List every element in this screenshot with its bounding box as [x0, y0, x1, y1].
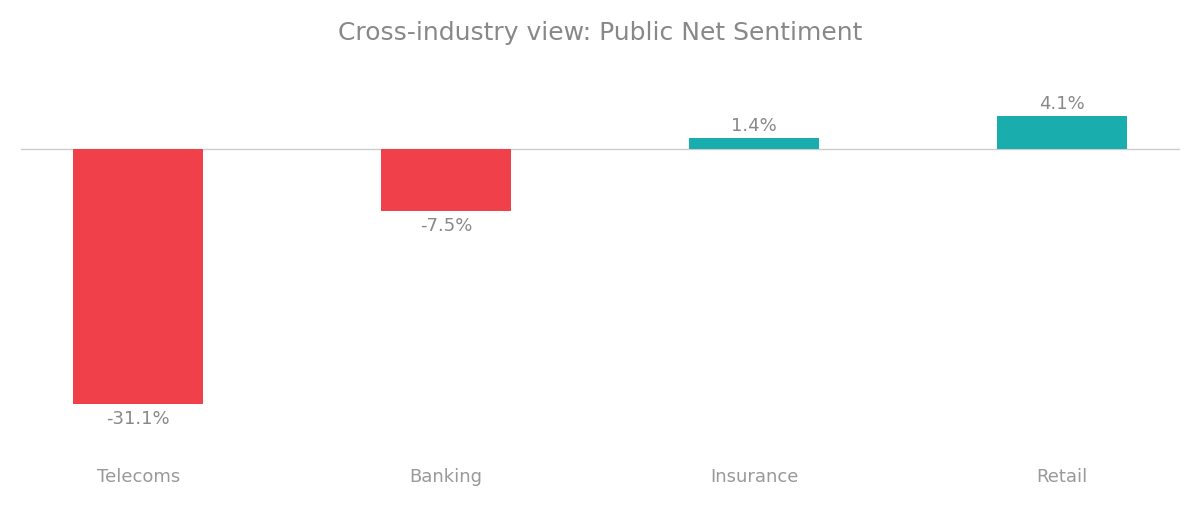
Text: Banking: Banking — [409, 468, 482, 486]
Text: Insurance: Insurance — [709, 468, 798, 486]
Bar — [73, 150, 203, 404]
Text: 4.1%: 4.1% — [1039, 95, 1085, 113]
Text: Retail: Retail — [1037, 468, 1087, 486]
Text: -31.1%: -31.1% — [107, 410, 170, 428]
Bar — [382, 150, 511, 211]
Bar — [689, 138, 818, 150]
Bar — [997, 116, 1127, 150]
Text: -7.5%: -7.5% — [420, 217, 473, 235]
Title: Cross-industry view: Public Net Sentiment: Cross-industry view: Public Net Sentimen… — [338, 21, 862, 45]
Text: 1.4%: 1.4% — [731, 117, 776, 135]
Text: Telecoms: Telecoms — [96, 468, 180, 486]
